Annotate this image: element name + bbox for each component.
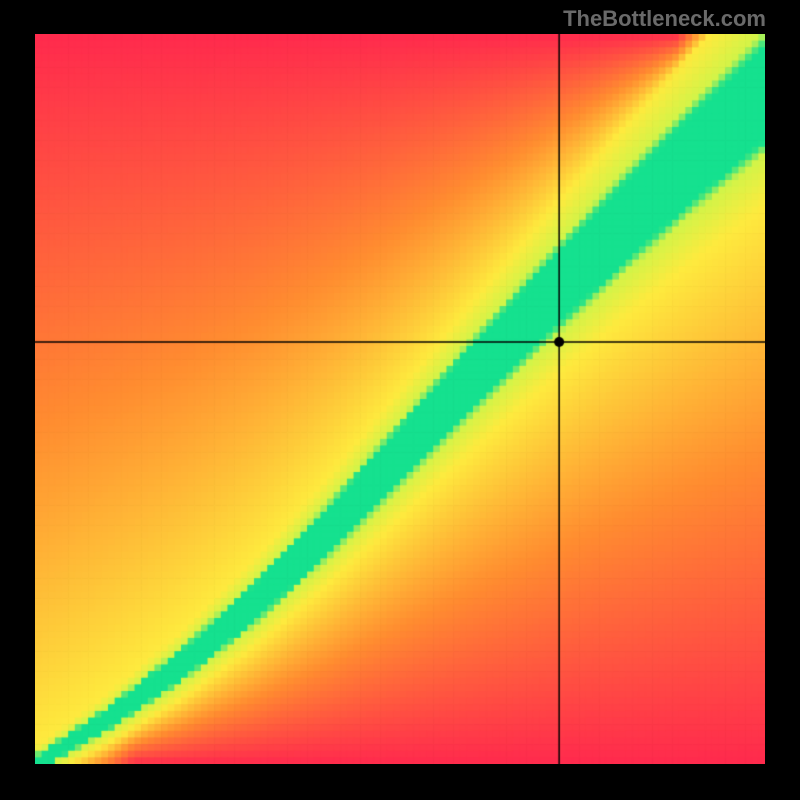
chart-container: TheBottleneck.com: [0, 0, 800, 800]
watermark-text: TheBottleneck.com: [563, 6, 766, 32]
heatmap-canvas: [35, 34, 765, 764]
